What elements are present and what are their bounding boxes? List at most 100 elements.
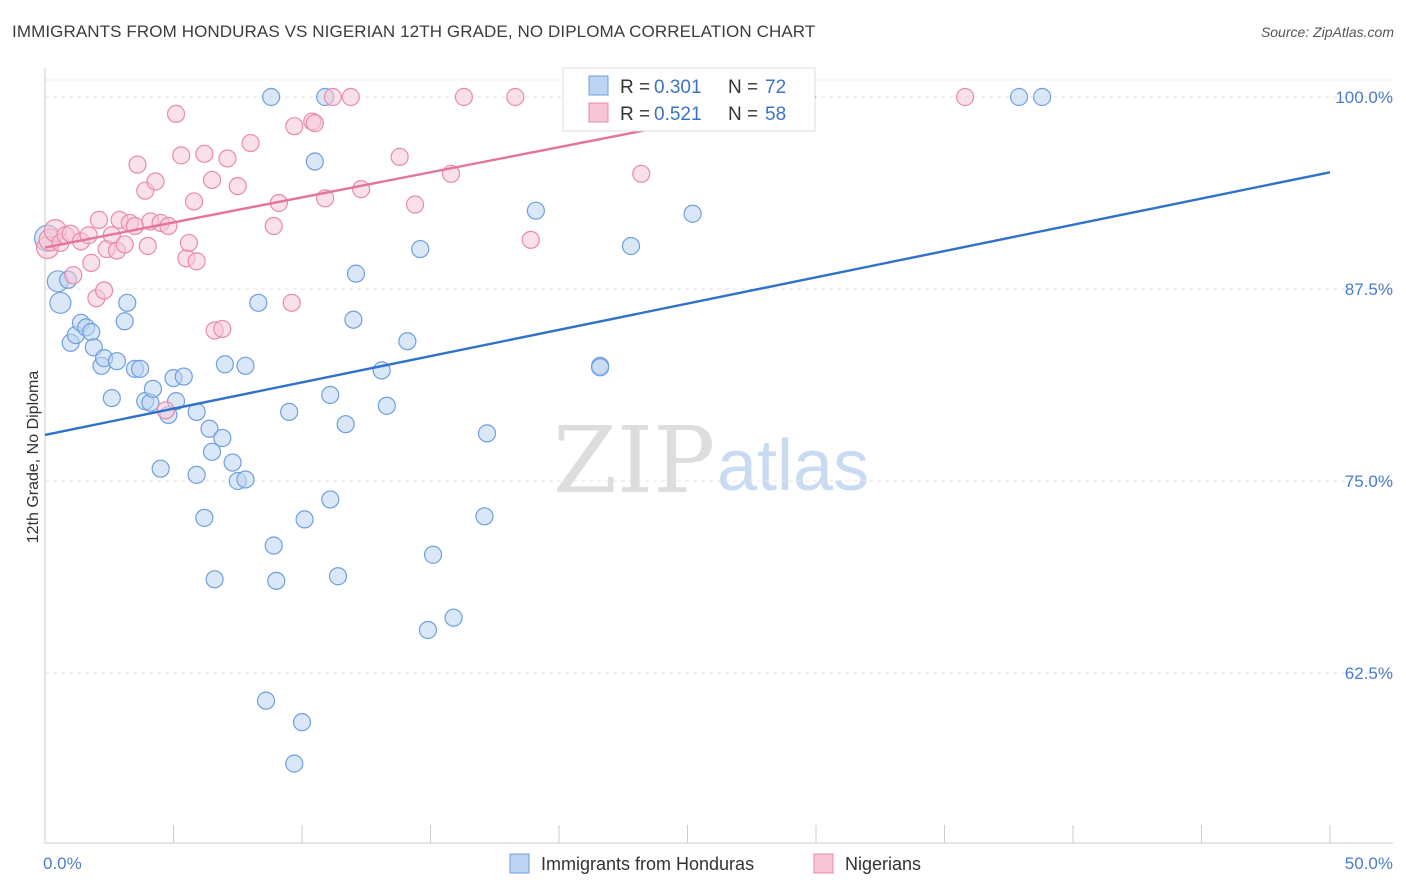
honduras-point [477,424,497,443]
y-tick-label: 62.5% [1345,664,1393,683]
nigerians-point [218,149,237,168]
series-honduras-points [33,87,1052,773]
grid-lines [45,79,1393,674]
honduras-point [223,453,242,472]
honduras-point [202,442,222,461]
watermark: ZIP atlas [553,407,869,514]
tick-labels: 100.0% 87.5% 75.0% 62.5% 0.0% 50.0% [43,88,1393,873]
nigerians-point [955,87,975,107]
nigerians-point [166,104,186,123]
chart-source: Source: ZipAtlas.com [1260,24,1394,40]
honduras-point [346,264,366,283]
legend-r-value-honduras: 0.301 [654,77,702,98]
nigerians-point [159,216,178,236]
honduras-point [1009,87,1029,107]
legend-n-value-honduras: 72 [765,77,786,98]
honduras-point [292,713,312,732]
legend-n-value-nigerians: 58 [765,104,786,125]
honduras-point [262,87,281,107]
honduras-point [215,355,234,374]
nigerians-point [305,114,324,133]
nigerians-point [138,236,157,256]
nigerians-point [172,146,191,165]
legend-r-label-honduras: R = [620,77,650,98]
honduras-point [200,419,219,438]
nigerians-point [352,180,371,199]
legend-r-value-nigerians: 0.521 [654,104,702,125]
x-tick-label-max: 50.0% [1345,854,1393,873]
honduras-point [423,545,443,564]
nigerians-point [187,252,206,271]
bottom-legend-label-honduras: Immigrants from Honduras [541,854,754,874]
nigerians-point [195,144,214,163]
trend-lines [44,95,1331,437]
nigerians-point [390,147,409,167]
y-axis-label: 12th Grade, No Diploma [25,371,42,544]
honduras-point [236,470,255,489]
honduras-point [295,510,314,529]
honduras-point [187,465,206,484]
honduras-point [411,239,430,259]
honduras-point [267,571,286,590]
watermark-atlas: atlas [717,426,869,506]
legend-swatch-honduras [588,75,609,96]
nigerians-point [282,293,301,312]
honduras-point [336,415,355,434]
nigerians-point [506,87,525,107]
honduras-point [118,293,137,312]
y-tick-label: 75.0% [1345,472,1393,491]
x-tick-label-min: 0.0% [43,854,82,873]
nigerians-point [184,192,204,211]
honduras-point [174,367,193,386]
honduras-point [591,358,610,377]
legend-n-label-honduras: N = [728,77,758,98]
honduras-point [1033,87,1052,107]
honduras-point [264,536,283,555]
honduras-point [49,291,72,314]
honduras-point [82,322,101,342]
honduras-point [321,490,340,509]
y-tick-label: 100.0% [1335,88,1393,107]
honduras-point [249,293,268,312]
honduras-point [285,754,304,773]
honduras-point [280,402,299,421]
nigerians-point [228,176,247,196]
honduras-point [321,385,340,405]
honduras-point [328,567,348,586]
bottom-legend-swatch-nigerians [813,853,834,874]
honduras-point [418,620,438,640]
legend-r-label-nigerians: R = [620,104,650,125]
honduras-point [107,352,127,371]
nigerians-point [213,319,232,339]
nigerians-point [115,235,134,254]
honduras-point [195,508,214,527]
honduras-point [444,608,463,627]
nigerians-point [241,133,260,153]
honduras-point [305,152,324,171]
nigerians-point [632,164,651,183]
nigerians-point [285,117,304,136]
honduras-point [398,332,417,351]
nigerians-point [323,87,342,107]
honduras-point [102,388,121,408]
series-nigerians-points [35,87,975,420]
bottom-legend-swatch-honduras [509,853,530,874]
honduras-point [475,507,494,526]
nigerians-point [341,87,360,107]
nigerians-point [95,281,114,300]
chart-title: IMMIGRANTS FROM HONDURAS VS NIGERIAN 12T… [12,22,816,41]
watermark-zip: ZIP [553,407,715,514]
honduras-point [683,204,702,223]
honduras-point [236,356,255,375]
nigerians-point [146,172,165,191]
nigerians-point [179,233,199,253]
correlation-legend: R = 0.301 N = 72 R = 0.521 N = 58 [562,67,816,132]
honduras-point [256,691,276,710]
nigerians-point [82,253,101,272]
honduras-point [151,459,170,478]
nigerians-point [405,195,425,214]
honduras-point [377,396,396,415]
axes [44,68,1393,844]
honduras-point [621,236,641,256]
